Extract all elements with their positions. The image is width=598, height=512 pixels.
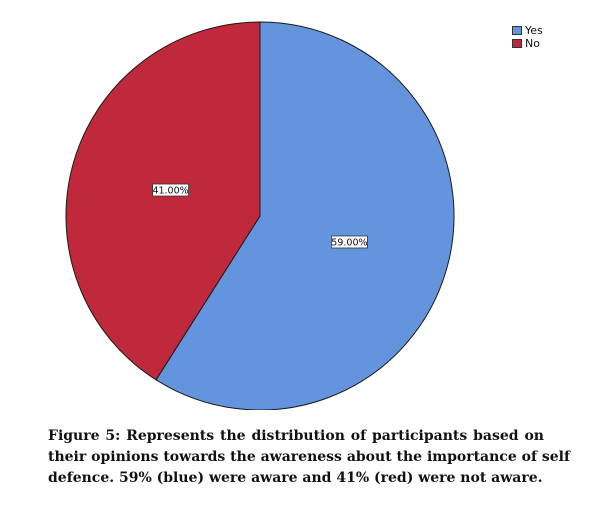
caption-line-1: Figure 5: Represents the distribution of… [48,428,544,444]
data-label-box-yes [331,235,368,249]
legend-swatch-no [512,39,522,48]
pie-slice-yes [155,21,455,410]
data-label-box-no [152,183,189,197]
data-label-no: 41.00% [152,186,188,197]
pie-data-labels: 59.00% 41.00% [152,183,368,249]
pie-slice-no [65,21,261,381]
legend-label-yes: Yes [525,24,543,37]
legend-item-yes: Yes [512,24,543,37]
pie-slices [65,21,455,410]
pie-chart: 59.00% 41.00% [65,21,455,410]
legend-item-no: No [512,37,543,50]
legend-label-no: No [525,37,540,50]
figure-caption: Figure 5: Represents the distribution of… [48,426,570,489]
caption-line-3: defence. 59% (blue) were aware and 41% (… [48,470,543,486]
pie-chart-figure: 59.00% 41.00% Yes No [65,21,543,410]
data-label-yes: 59.00% [331,237,367,248]
chart-legend: Yes No [512,24,543,50]
caption-line-2: their opinions towards the awareness abo… [48,449,570,465]
legend-swatch-yes [512,26,522,35]
